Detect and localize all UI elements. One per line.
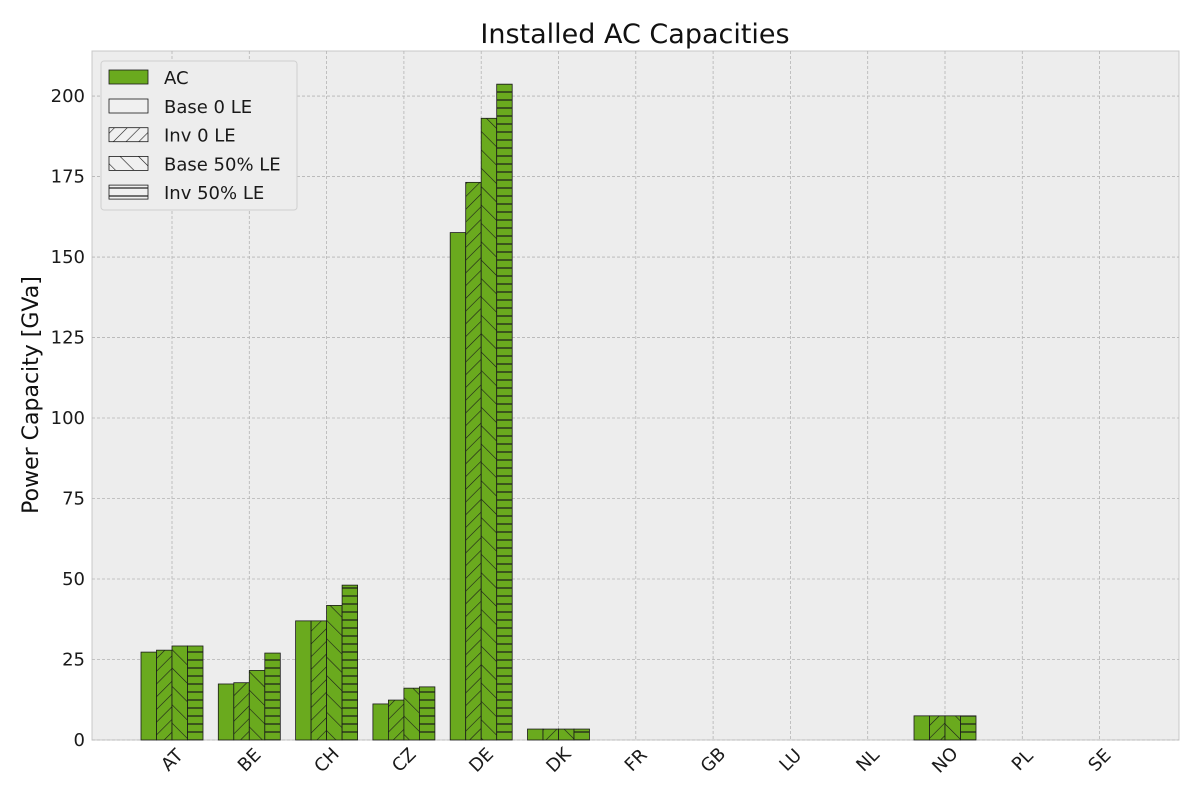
bar-hatch-be-base-50-le xyxy=(249,670,265,740)
bar-hatch-be-inv-50-le xyxy=(264,653,281,740)
bar-hatch-dk-base-50-le xyxy=(558,729,574,740)
bar-hatch-at-inv-0-le xyxy=(156,650,172,740)
legend-label-ac: AC xyxy=(164,68,189,89)
x-tick-label-fr: FR xyxy=(621,745,652,776)
x-tick-label-dk: DK xyxy=(542,743,576,777)
legend-box xyxy=(100,60,298,211)
x-tick-label-ch: CH xyxy=(310,744,343,777)
y-tick-label: 50 xyxy=(62,569,85,590)
x-tick-label-se: SE xyxy=(1084,745,1115,776)
legend-hatch-inv-50-le xyxy=(109,185,148,200)
bar-hatch-de-base-50-le xyxy=(481,118,497,741)
y-tick-label: 125 xyxy=(51,328,85,349)
x-axis-ticks: AT BE CH CZ DE DK FR GB LU NL NO PL SE xyxy=(157,743,1115,778)
legend-swatch-base-0-le xyxy=(108,98,149,114)
bar-hatch-no-base-50-le xyxy=(945,715,961,740)
bar-hatch-be-inv-0-le xyxy=(233,682,250,740)
bar-hatch-at-inv-50-le xyxy=(187,645,203,740)
legend-label-inv-50-le: Inv 50% LE xyxy=(164,183,264,204)
x-tick-label-lu: LU xyxy=(775,745,806,776)
x-tick-label-gb: GB xyxy=(697,744,730,777)
bar-hatch-cz-base-50-le xyxy=(403,688,420,740)
legend-label-inv-0-le: Inv 0 LE xyxy=(164,126,236,147)
bar-hatch-ch-inv-50-le xyxy=(342,585,358,740)
bar-hatch-ch-inv-0-le xyxy=(311,620,327,740)
bar-hatch-de-inv-50-le xyxy=(496,84,513,740)
legend-hatch-inv-0-le xyxy=(109,127,148,142)
y-tick-label: 200 xyxy=(51,86,85,107)
bar-hatch-dk-inv-50-le xyxy=(574,729,590,740)
y-axis-ticks: 0 25 50 75 100 125 150 175 200 xyxy=(51,86,85,751)
y-axis-label: Power Capacity [GVa] xyxy=(19,276,44,514)
bar-ch-base-0-le xyxy=(295,620,312,741)
bar-at-base-0-le xyxy=(140,651,157,741)
x-tick-label-no: NO xyxy=(928,743,962,777)
bar-hatch-cz-inv-0-le xyxy=(388,700,404,740)
y-tick-label: 75 xyxy=(62,489,85,510)
y-tick-label: 175 xyxy=(51,167,85,188)
x-tick-label-cz: CZ xyxy=(388,744,420,776)
legend-hatch-base-50-le xyxy=(109,156,148,171)
chart-title: Installed AC Capacities xyxy=(480,19,789,50)
bar-cz-base-0-le xyxy=(372,703,389,741)
y-tick-label: 150 xyxy=(51,247,85,268)
bar-hatch-dk-inv-0-le xyxy=(543,729,559,740)
legend-label-base-50-le: Base 50% LE xyxy=(164,154,281,175)
bar-hatch-no-inv-0-le xyxy=(929,715,945,740)
y-tick-label: 0 xyxy=(74,730,85,751)
y-tick-label: 25 xyxy=(62,650,85,671)
legend-label-base-0-le: Base 0 LE xyxy=(164,97,252,118)
bar-de-base-0-le xyxy=(449,232,467,741)
bar-dk-base-0-le xyxy=(527,728,544,741)
bar-hatch-cz-inv-50-le xyxy=(419,686,435,740)
x-tick-label-nl: NL xyxy=(852,745,883,776)
bar-hatch-de-inv-0-le xyxy=(465,182,482,741)
bar-no-base-0-le xyxy=(913,715,930,741)
x-tick-label-at: AT xyxy=(157,744,188,775)
bar-hatch-no-inv-50-le xyxy=(960,715,976,740)
bar-hatch-ch-base-50-le xyxy=(326,605,343,740)
x-tick-label-de: DE xyxy=(465,744,498,777)
bar-group xyxy=(140,83,977,741)
y-tick-label: 100 xyxy=(51,408,85,429)
bar-be-base-0-le xyxy=(217,683,235,741)
legend: AC Base 0 LE Inv 0 LE Base 50% LE Inv 50% L… xyxy=(100,60,298,211)
bar-hatch-at-base-50-le xyxy=(172,645,188,740)
x-tick-label-be: BE xyxy=(234,745,266,777)
legend-swatch-ac xyxy=(108,69,149,85)
x-tick-label-pl: PL xyxy=(1008,746,1038,776)
